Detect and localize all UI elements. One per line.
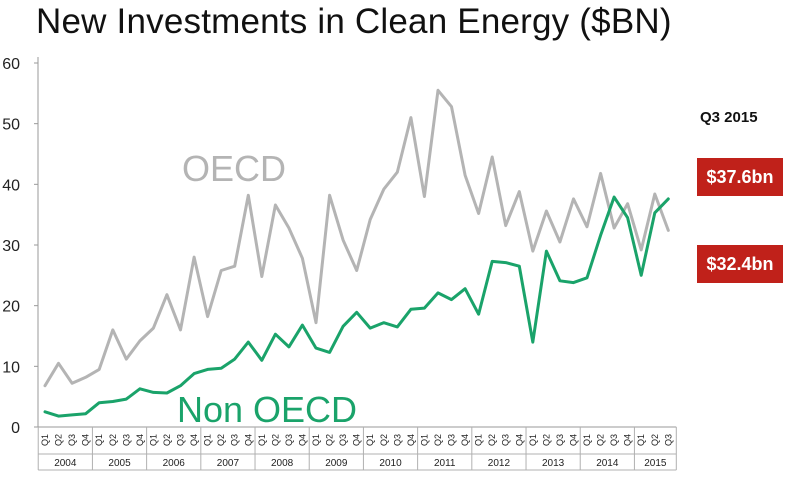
x-tick-label-quarter: Q2: [650, 434, 660, 446]
x-tick-label-quarter: Q3: [230, 434, 240, 446]
x-tick-label-year: 2012: [488, 458, 511, 469]
x-tick-label-quarter: Q2: [596, 434, 606, 446]
y-tick-label: 20: [2, 299, 20, 316]
x-tick-label-year: 2015: [644, 458, 667, 469]
x-tick-label-quarter: Q4: [135, 434, 145, 446]
x-tick-label-quarter: Q2: [108, 434, 118, 446]
x-tick-label-quarter: Q3: [392, 434, 402, 446]
x-tick-label-year: 2007: [217, 458, 240, 469]
x-tick-label-year: 2010: [379, 458, 402, 469]
y-axis-ticks: 0 10 20 30 40 50 60: [2, 56, 38, 437]
x-tick-label-quarter: Q1: [311, 434, 321, 446]
x-tick-label-year: 2014: [596, 458, 619, 469]
callout-header: Q3 2015: [700, 109, 758, 126]
x-tick-label-year: 2008: [271, 458, 294, 469]
x-tick-label-quarter: Q2: [325, 434, 335, 446]
chart-title: New Investments in Clean Energy ($BN): [36, 2, 672, 41]
x-tick-label-quarter: Q3: [555, 434, 565, 446]
x-tick-label-quarter: Q3: [501, 434, 511, 446]
x-tick-label-quarter: Q2: [270, 434, 280, 446]
x-tick-label-quarter: Q3: [176, 434, 186, 446]
x-tick-label-quarter: Q2: [216, 434, 226, 446]
x-tick-label-quarter: Q4: [460, 434, 470, 446]
x-tick-label-quarter: Q1: [365, 434, 375, 446]
x-tick-label-quarter: Q4: [352, 434, 362, 446]
x-tick-label-quarter: Q4: [406, 434, 416, 446]
series-lines: [43, 88, 670, 418]
x-tick-label-quarter: Q1: [40, 434, 50, 446]
callout-non-oecd-value: $37.6bn: [697, 158, 783, 196]
x-tick-label-quarter: Q1: [636, 434, 646, 446]
x-tick-label-year: 2004: [54, 458, 77, 469]
x-tick-label-quarter: Q4: [243, 434, 253, 446]
x-tick-label-year: 2011: [434, 458, 456, 469]
y-tick-label: 0: [11, 420, 20, 437]
x-tick-label-quarter: Q3: [121, 434, 131, 446]
callout-oecd-value: $32.4bn: [697, 245, 783, 283]
x-tick-label-quarter: Q3: [447, 434, 457, 446]
x-tick-label-quarter: Q4: [81, 434, 91, 446]
x-tick-label-quarter: Q4: [568, 434, 578, 446]
x-tick-label-quarter: Q2: [541, 434, 551, 446]
x-tick-label-quarter: Q4: [623, 434, 633, 446]
x-tick-label-quarter: Q1: [419, 434, 429, 446]
y-tick-label: 10: [2, 359, 20, 376]
x-tick-label-quarter: Q1: [148, 434, 158, 446]
x-tick-label-quarter: Q2: [54, 434, 64, 446]
x-tick-label-quarter: Q4: [189, 434, 199, 446]
series-label-non-oecd: Non OECD: [177, 389, 357, 430]
y-tick-label: 50: [2, 117, 20, 134]
x-tick-label-quarter: Q3: [338, 434, 348, 446]
y-tick-label: 30: [2, 238, 20, 255]
series-label-oecd: OECD: [182, 148, 286, 189]
y-tick-label: 40: [2, 177, 20, 194]
x-tick-label-quarter: Q1: [582, 434, 592, 446]
x-tick-label-quarter: Q1: [203, 434, 213, 446]
x-tick-label-quarter: Q3: [609, 434, 619, 446]
x-tick-label-quarter: Q1: [474, 434, 484, 446]
series-line-oecd: [43, 88, 670, 388]
x-tick-label-quarter: Q1: [94, 434, 104, 446]
x-tick-label-quarter: Q1: [257, 434, 267, 446]
x-tick-label-quarter: Q4: [297, 434, 307, 446]
axes: [37, 57, 677, 428]
x-tick-label-year: 2005: [108, 458, 131, 469]
x-tick-label-quarter: Q2: [433, 434, 443, 446]
x-tick-label-quarter: Q1: [528, 434, 538, 446]
x-tick-label-quarter: Q2: [487, 434, 497, 446]
x-tick-label-quarter: Q4: [514, 434, 524, 446]
x-tick-label-quarter: Q2: [162, 434, 172, 446]
x-tick-label-year: 2009: [325, 458, 348, 469]
x-tick-label-quarter: Q3: [663, 434, 673, 446]
x-axis-categories: Q1 Q2 Q3 Q4 Q1 Q2 Q3 Q4 Q1 Q2 Q3 Q4 Q1 Q2 Q3 Q4 Q1 Q2 Q3 Q4…: [37, 427, 677, 471]
x-tick-label-year: 2013: [542, 458, 565, 469]
x-tick-label-quarter: Q3: [284, 434, 294, 446]
x-tick-label-quarter: Q2: [379, 434, 389, 446]
y-tick-label: 60: [2, 56, 20, 73]
series-line-non-oecd: [43, 195, 670, 418]
x-tick-label-year: 2006: [163, 458, 186, 469]
x-tick-label-quarter: Q3: [67, 434, 77, 446]
